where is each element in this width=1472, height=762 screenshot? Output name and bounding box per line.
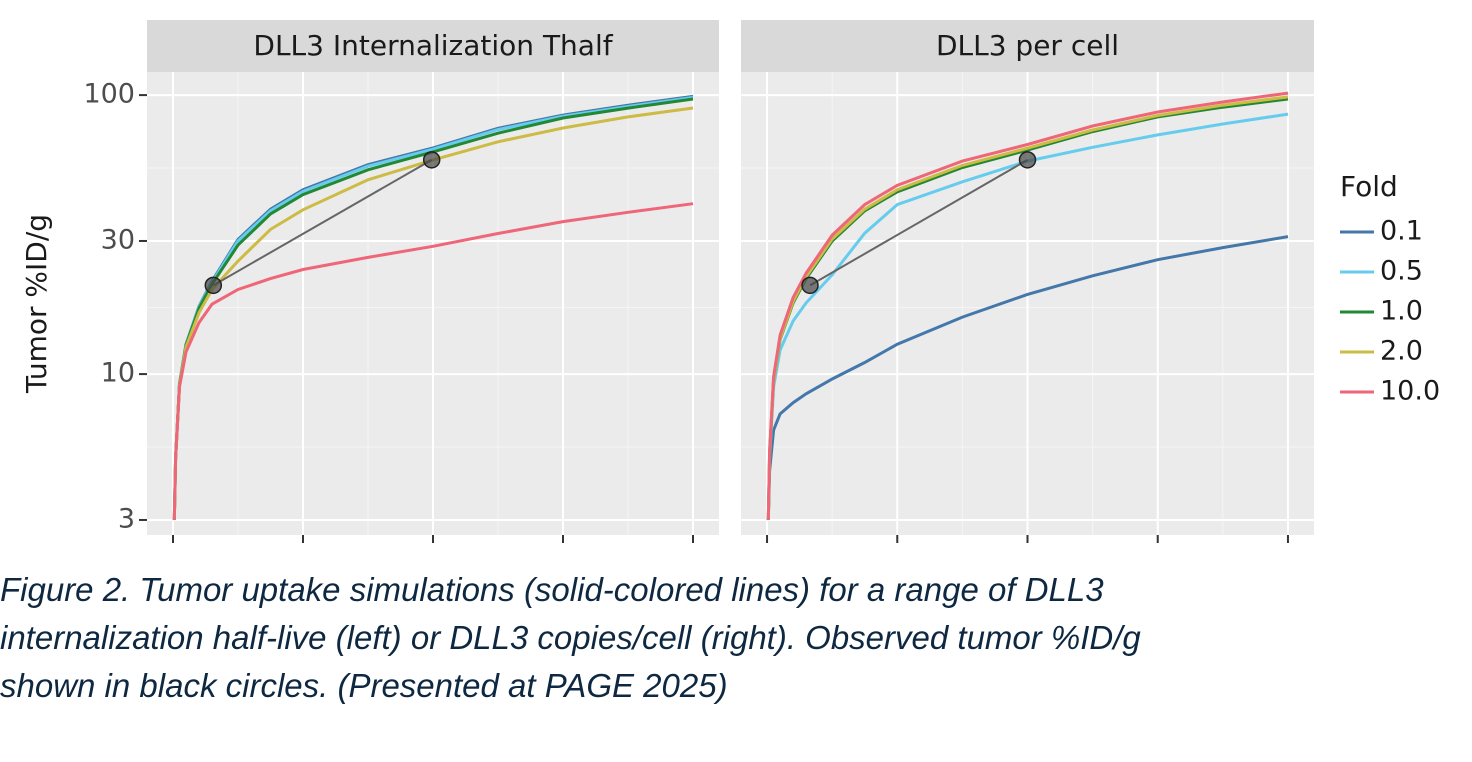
chart: Fold DLL3 Internalization Thalf 3 10 30 100 T… xyxy=(20,20,1440,543)
caption-line: Figure 2. Tumor uptake simulations (soli… xyxy=(0,571,1104,608)
y-axis-label: Tumor %ID/g xyxy=(20,214,53,394)
strip xyxy=(147,20,719,72)
y-tick-label: 3 xyxy=(118,503,135,534)
observed-line xyxy=(809,158,1028,287)
y-tick-label: 30 xyxy=(101,224,135,255)
legend-label: 2.0 xyxy=(1380,336,1423,367)
series-line xyxy=(172,202,694,521)
y-tick-label: 100 xyxy=(83,79,135,110)
observed-point xyxy=(422,151,441,169)
strip-title: DLL3 Internalization Thalf xyxy=(253,29,613,62)
legend-label: 1.0 xyxy=(1380,296,1423,327)
caption: Figure 2. Tumor uptake simulations (soli… xyxy=(0,566,1472,710)
strip-title: DLL3 per cell xyxy=(936,29,1119,62)
caption-line: shown in black circles. (Presented at PA… xyxy=(0,667,728,704)
series-line xyxy=(766,235,1289,521)
observed-line xyxy=(212,158,433,287)
observed-point xyxy=(801,276,819,295)
caption-line: internalization half-live (left) or DLL3… xyxy=(0,619,1141,656)
legend-label: 0.1 xyxy=(1380,216,1423,247)
observed-point xyxy=(204,276,223,295)
observed-point xyxy=(1018,151,1037,169)
y-tick-label: 10 xyxy=(101,358,135,389)
legend-label: 0.5 xyxy=(1380,256,1423,287)
legend-label: 10.0 xyxy=(1380,376,1440,407)
legend-title: Fold xyxy=(1340,170,1398,203)
series-line xyxy=(766,91,1289,521)
strip xyxy=(741,20,1314,72)
